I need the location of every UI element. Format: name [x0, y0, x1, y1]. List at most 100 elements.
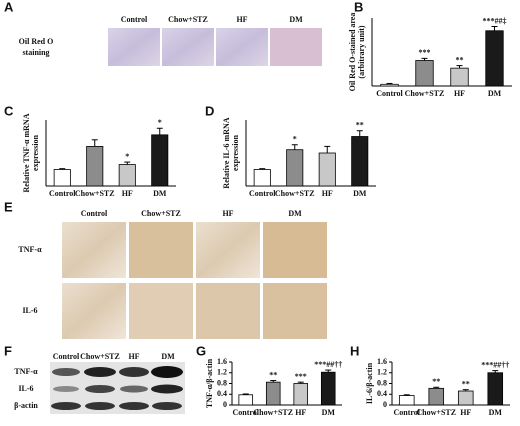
blot-band	[120, 385, 148, 393]
western-blot	[50, 362, 185, 414]
blot-band	[51, 402, 81, 410]
x-tick-label: HF	[322, 189, 333, 198]
significance-label: *	[293, 135, 297, 144]
y-axis-label: expression	[31, 135, 40, 171]
row-label: staining	[22, 48, 49, 57]
y-tick-label: 0.4	[217, 389, 227, 398]
significance-label: ***	[295, 372, 307, 381]
significance-label: *	[125, 152, 129, 161]
row-label: TNF-α	[18, 245, 42, 254]
y-tick-label: 0	[383, 400, 387, 409]
column-label: Chow+STZ	[168, 15, 208, 24]
column-label: Chow+STZ	[80, 352, 120, 361]
panel-letter: A	[4, 0, 14, 14]
row-label: TNF-α	[14, 367, 38, 376]
micrograph	[129, 222, 193, 278]
x-tick-label: Chow+STZ	[416, 408, 456, 417]
micrograph	[216, 28, 268, 66]
blot-band	[119, 367, 149, 377]
row-label: Oil Red O	[19, 37, 54, 46]
panel-letter: H	[350, 343, 359, 358]
bar	[293, 383, 309, 406]
column-label: Control	[121, 15, 148, 24]
significance-label: ***##††	[314, 360, 342, 369]
x-tick-label: Control	[376, 89, 403, 98]
y-tick-label: 1.2	[377, 368, 387, 377]
y-tick-label: 1.6	[217, 357, 227, 366]
bar	[351, 136, 369, 187]
bar	[450, 67, 469, 87]
bar	[398, 395, 415, 406]
column-label: HF	[236, 15, 247, 24]
blot-band	[152, 402, 182, 410]
micrograph	[263, 283, 327, 339]
column-label: DM	[289, 15, 303, 24]
column-label: DM	[288, 209, 302, 218]
significance-label: **	[456, 55, 464, 64]
column-label: Control	[81, 209, 108, 218]
x-tick-label: DM	[488, 89, 502, 98]
x-tick-label: DM	[322, 408, 336, 417]
significance-label: *	[158, 118, 162, 127]
micrograph	[62, 283, 126, 339]
y-axis-label: Relative IL-6 mRNA	[222, 117, 231, 188]
panel-letter: F	[4, 343, 12, 358]
row-label: IL-6	[18, 384, 33, 393]
x-tick-label: Control	[232, 408, 259, 417]
bar	[318, 152, 336, 187]
bar	[253, 169, 271, 187]
bar	[485, 30, 504, 87]
y-tick-label: 0.4	[377, 389, 387, 398]
x-tick-label: DM	[489, 408, 503, 417]
blot-band	[53, 386, 79, 392]
y-axis-label: IL-6/β-actin	[365, 362, 374, 404]
column-label: Control	[53, 352, 80, 361]
bar	[320, 371, 336, 406]
x-tick-label: HF	[460, 408, 471, 417]
y-axis-label: expression	[231, 135, 240, 171]
x-tick-label: DM	[353, 189, 367, 198]
x-tick-label: Chow+STZ	[253, 408, 293, 417]
bar	[118, 164, 136, 187]
panel-letter: E	[4, 199, 13, 214]
x-tick-label: HF	[122, 189, 133, 198]
significance-label: **	[269, 370, 277, 379]
bar	[151, 134, 169, 187]
panel-letter: D	[205, 103, 214, 118]
significance-label: ***	[419, 48, 431, 57]
micrograph	[196, 222, 260, 278]
bar	[53, 169, 71, 187]
row-label: β-actin	[14, 401, 38, 410]
blot-band	[85, 385, 115, 393]
panel-letter: G	[196, 343, 206, 358]
bar	[380, 83, 399, 87]
y-tick-label: 0	[223, 400, 227, 409]
x-tick-label: Control	[249, 189, 276, 198]
row-label: IL-6	[22, 306, 37, 315]
micrograph	[129, 283, 193, 339]
panel-a-images	[108, 28, 322, 66]
micrograph	[270, 28, 322, 66]
y-axis-label: Oil Red O-stained area	[348, 13, 357, 92]
bar	[487, 372, 504, 406]
micrograph	[162, 28, 214, 66]
blot-band	[151, 366, 183, 378]
x-tick-label: HF	[295, 408, 306, 417]
micrograph	[62, 222, 126, 278]
blot-band	[85, 402, 115, 410]
y-axis-label: Relative TNF-α mRNA	[22, 113, 31, 192]
column-label: HF	[128, 352, 139, 361]
bar	[286, 149, 304, 187]
bar	[428, 387, 445, 406]
column-label: DM	[161, 352, 175, 361]
x-tick-label: Chow+STZ	[405, 89, 445, 98]
y-axis-label: (arbitrary unit)	[357, 25, 366, 78]
panel-e-images	[62, 222, 327, 339]
significance-label: **	[462, 380, 470, 389]
x-tick-label: Control	[49, 189, 76, 198]
blot-band	[119, 402, 149, 410]
bar	[86, 145, 104, 187]
panel-letter: C	[4, 103, 14, 118]
x-tick-label: HF	[454, 89, 465, 98]
